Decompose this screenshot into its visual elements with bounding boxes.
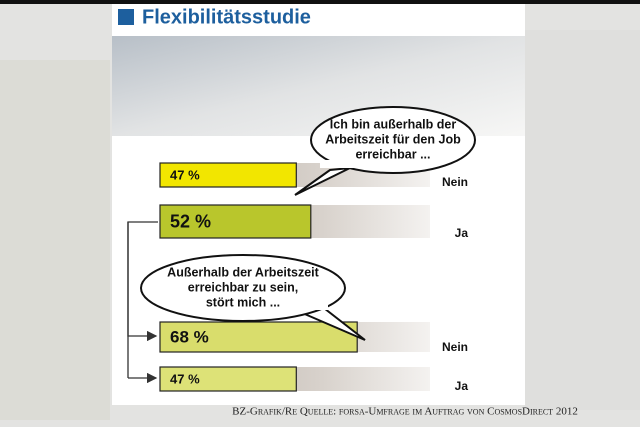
blur-right xyxy=(525,30,640,410)
chart-title: Flexibilitätsstudie xyxy=(142,6,311,28)
photo xyxy=(112,36,525,136)
category-label: Nein xyxy=(442,175,468,189)
category-label: Nein xyxy=(442,340,468,354)
speech-bubble xyxy=(294,106,476,196)
speech-bubble xyxy=(140,254,366,341)
value-label: 47 % xyxy=(170,371,200,386)
category-label: Ja xyxy=(455,226,469,240)
category-label: Ja xyxy=(455,379,469,393)
value-label: 68 % xyxy=(170,327,209,346)
annotation: Arbeitszeit für den Job xyxy=(325,132,461,146)
source: BZ-Grafik/Re Quelle: forsa-Umfrage im Au… xyxy=(232,406,578,418)
value-label: 52 % xyxy=(170,211,211,231)
annotation: erreichbar zu sein, xyxy=(188,280,298,294)
annotation: stört mich ... xyxy=(206,295,280,309)
bar xyxy=(159,366,297,392)
annotation: erreichbar ... xyxy=(355,147,430,161)
top-rule xyxy=(0,0,640,4)
value-label: 47 % xyxy=(170,167,200,182)
bar xyxy=(159,204,312,239)
annotation: Außerhalb der Arbeitszeit xyxy=(167,265,319,279)
title-square xyxy=(118,9,134,25)
bracket xyxy=(127,221,158,384)
blur-left xyxy=(0,60,110,420)
bar xyxy=(159,162,297,188)
annotation: Ich bin außerhalb der xyxy=(330,117,457,131)
